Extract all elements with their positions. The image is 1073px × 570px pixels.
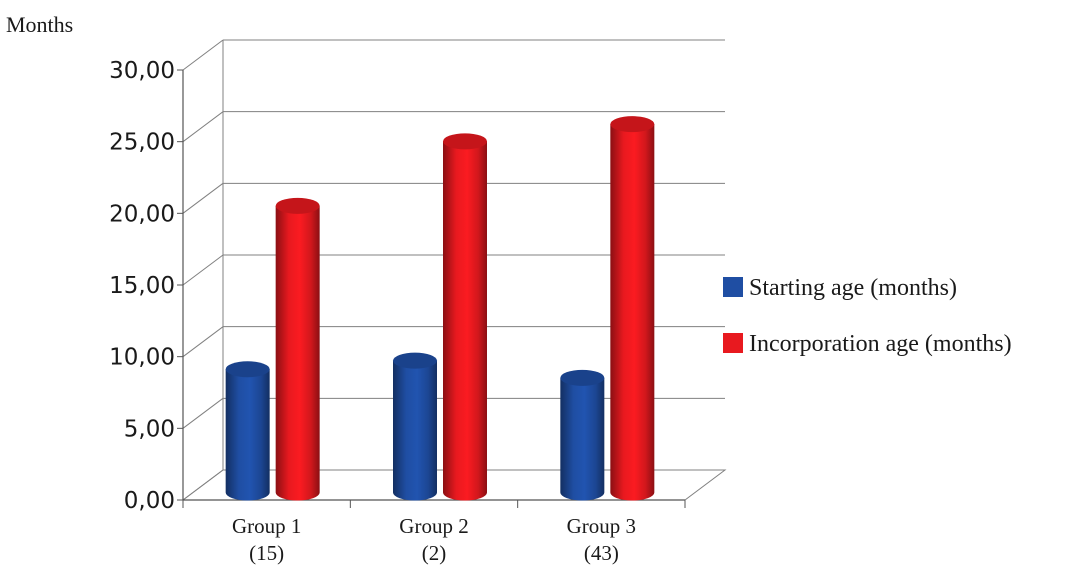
y-axis-title: Months (6, 12, 73, 37)
x-tick-label-count: (43) (584, 541, 619, 565)
bar-top (443, 133, 487, 150)
bar-body (225, 369, 270, 501)
bar-top (560, 369, 605, 386)
gridline-wall (182, 182, 224, 214)
y-tick-label: 20,00 (109, 201, 175, 227)
labels: Months 0,00 5,00 10,00 15,00 20,00 25,00 30,00… (6, 12, 636, 565)
bar (393, 352, 437, 501)
y-tick-label: 15,00 (109, 273, 175, 299)
gridline-wall (182, 39, 224, 71)
bar (275, 197, 320, 501)
gridline-wall (182, 111, 224, 143)
bar-body (275, 205, 320, 501)
y-tick-label: 30,00 (109, 58, 175, 84)
legend-label: Incorporation age (months) (749, 331, 1012, 357)
y-tick-label: 25,00 (109, 130, 175, 156)
x-tick-label: Group 1 (232, 514, 301, 538)
x-tick-label-count: (15) (249, 541, 284, 565)
bar-top (393, 352, 437, 369)
y-tick-label: 10,00 (109, 345, 175, 371)
gridline-wall (182, 326, 224, 358)
legend-label: Starting age (months) (749, 275, 957, 301)
legend: Starting age (months) Incorporation age (… (723, 275, 1012, 357)
bar (610, 116, 655, 501)
bars (225, 116, 655, 501)
bar-body (393, 360, 437, 501)
bar (443, 133, 487, 501)
bar (560, 369, 605, 501)
x-tick-label: Group 2 (399, 514, 468, 538)
gridline-wall (182, 254, 224, 286)
x-tick-label-count: (2) (422, 541, 447, 565)
gridline-wall (182, 469, 224, 501)
legend-swatch (723, 333, 743, 353)
bar-body (443, 141, 487, 501)
gridline-wall (182, 397, 224, 429)
y-tick-label: 5,00 (124, 416, 175, 442)
y-tick-label: 0,00 (124, 488, 175, 514)
bar-top (610, 116, 655, 133)
bar-body (560, 377, 605, 501)
legend-swatch (723, 277, 743, 297)
bar-top (225, 361, 270, 378)
bar-top (275, 197, 320, 214)
bar-body (610, 124, 655, 501)
x-tick-label: Group 3 (567, 514, 636, 538)
axes (177, 40, 686, 508)
bar (225, 361, 270, 501)
